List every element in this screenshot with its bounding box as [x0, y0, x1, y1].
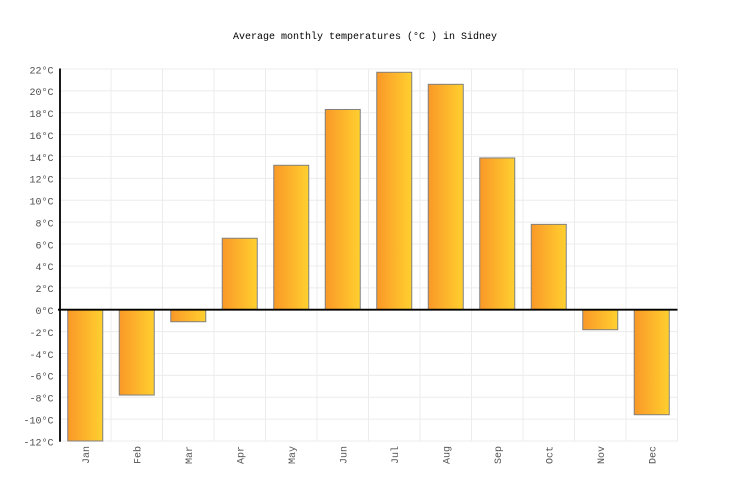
svg-text:Jun: Jun: [340, 446, 351, 464]
svg-text:10°C: 10°C: [29, 197, 53, 209]
svg-text:Mar: Mar: [185, 446, 196, 464]
svg-text:Sep: Sep: [494, 446, 505, 464]
svg-text:Apr: Apr: [237, 446, 248, 464]
svg-text:20°C: 20°C: [29, 87, 53, 99]
svg-text:-10°C: -10°C: [23, 415, 53, 427]
svg-text:-2°C: -2°C: [29, 328, 53, 340]
svg-text:2°C: 2°C: [35, 284, 53, 296]
svg-text:Oct: Oct: [546, 446, 557, 464]
svg-text:22°C: 22°C: [29, 65, 53, 77]
svg-text:May: May: [288, 446, 299, 464]
svg-text:-8°C: -8°C: [29, 394, 53, 406]
svg-text:14°C: 14°C: [29, 153, 53, 165]
svg-text:18°C: 18°C: [29, 109, 53, 121]
svg-text:Dec: Dec: [649, 446, 660, 464]
svg-text:8°C: 8°C: [35, 218, 53, 230]
svg-text:Feb: Feb: [133, 446, 145, 464]
svg-text:Jan: Jan: [82, 446, 93, 464]
svg-text:-4°C: -4°C: [29, 350, 53, 362]
svg-text:0°C: 0°C: [35, 306, 53, 318]
svg-text:-12°C: -12°C: [23, 437, 53, 449]
svg-text:-6°C: -6°C: [29, 372, 53, 384]
svg-text:Aug: Aug: [443, 446, 454, 464]
svg-text:Nov: Nov: [597, 446, 608, 464]
svg-text:12°C: 12°C: [29, 175, 53, 187]
svg-text:Average monthly temperatures (: Average monthly temperatures (°C ) in Si…: [233, 31, 497, 43]
svg-text:4°C: 4°C: [35, 262, 53, 274]
svg-text:Jul: Jul: [390, 446, 402, 464]
svg-text:6°C: 6°C: [35, 240, 53, 252]
svg-text:16°C: 16°C: [29, 131, 53, 143]
